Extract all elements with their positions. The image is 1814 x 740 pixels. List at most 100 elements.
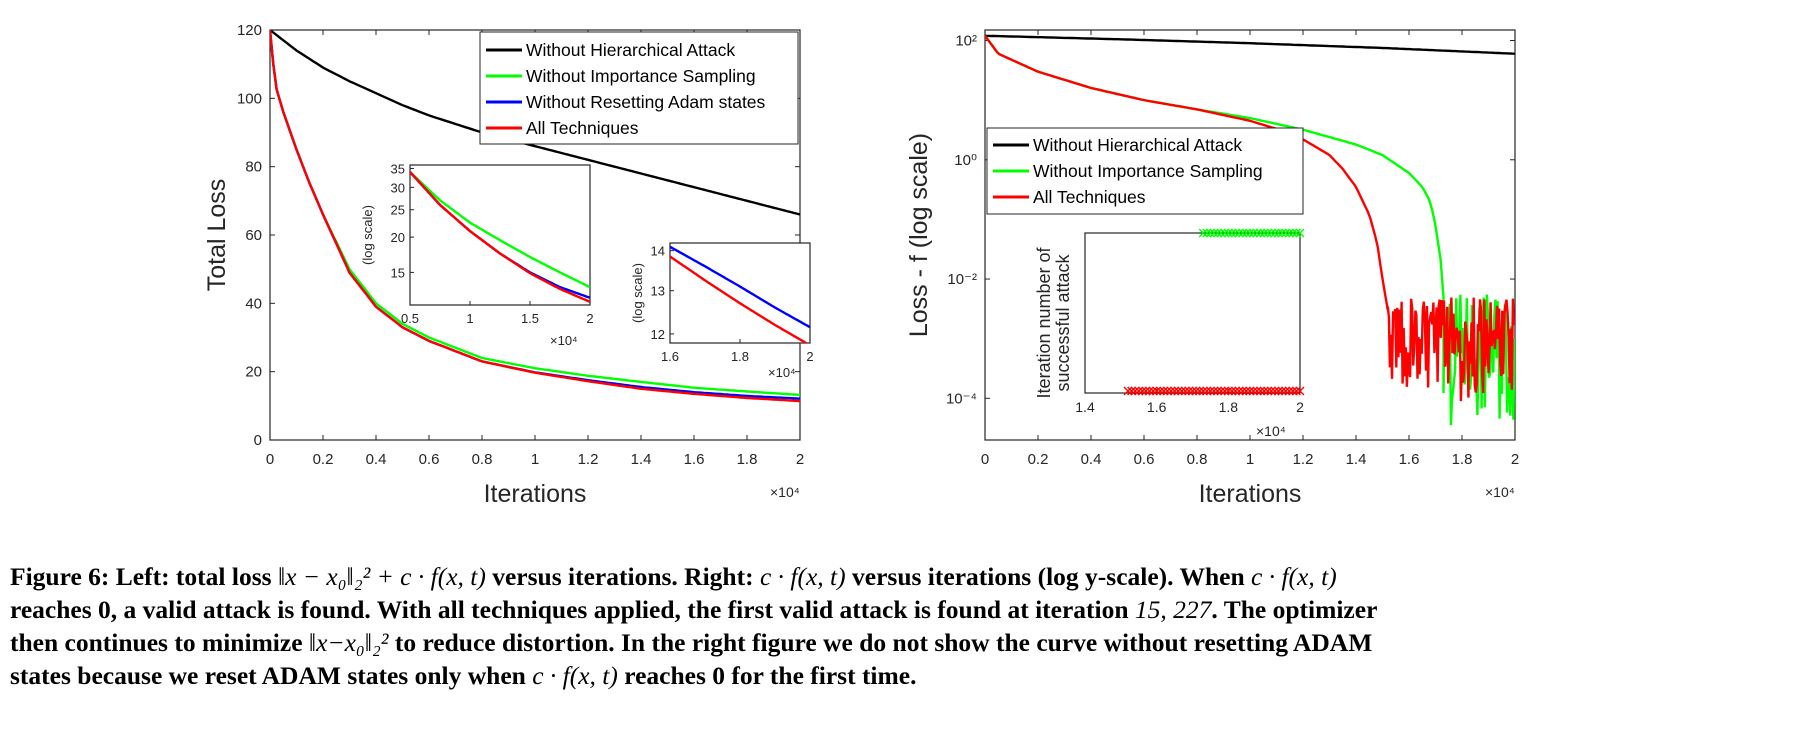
y-tick-label: 30 bbox=[391, 180, 405, 195]
series-line bbox=[670, 245, 810, 329]
x-tick-label: 1.8 bbox=[737, 451, 758, 468]
y-tick-label: 10⁻⁴ bbox=[946, 390, 977, 407]
scatter-marker bbox=[1263, 386, 1273, 396]
scatter-marker bbox=[1227, 228, 1237, 238]
scatter-marker bbox=[1191, 386, 1201, 396]
scatter-marker bbox=[1173, 386, 1183, 396]
left-inset-1-chart: 0.5 1 1.5 2 15 20 25 30 35 (log scale) ×10⁴ bbox=[360, 161, 594, 348]
scatter-marker bbox=[1248, 386, 1258, 396]
x-tick-label: 1.5 bbox=[521, 311, 539, 326]
series-line bbox=[985, 34, 1515, 55]
scatter-marker bbox=[1202, 228, 1212, 238]
x-multiplier: ×10⁴ bbox=[768, 365, 796, 380]
legend-label: Without Importance Sampling bbox=[1033, 161, 1263, 181]
scatter-marker bbox=[1241, 386, 1251, 396]
figure-canvas: 0 0.2 0.4 0.6 0.8 1 1.2 1.4 1.6 1.8 20204060801001… bbox=[203, 22, 1519, 508]
scatter-marker bbox=[1198, 386, 1208, 396]
scatter-marker bbox=[1284, 386, 1294, 396]
x-tick-label: 1.8 bbox=[731, 349, 749, 364]
x-tick-label: 0 bbox=[266, 451, 274, 468]
legend-label: All Techniques bbox=[526, 118, 639, 138]
scatter-marker bbox=[1241, 228, 1251, 238]
scatter-marker bbox=[1288, 228, 1298, 238]
x-tick-label: 0.6 bbox=[419, 451, 440, 468]
scatter-marker bbox=[1281, 228, 1291, 238]
scatter-marker bbox=[1281, 386, 1291, 396]
scatter-marker bbox=[1137, 386, 1147, 396]
x-tick-label: 1.6 bbox=[1399, 451, 1420, 468]
y-tick-label: 40 bbox=[245, 295, 262, 312]
x-tick-label: 1.8 bbox=[1452, 451, 1473, 468]
plot-box bbox=[1084, 232, 1301, 394]
y-tick-label: 10² bbox=[955, 33, 977, 50]
scatter-marker bbox=[1195, 386, 1205, 396]
scatter-marker bbox=[1198, 228, 1208, 238]
scatter-marker bbox=[1288, 386, 1298, 396]
scatter-marker bbox=[1180, 386, 1190, 396]
x-tick-label: 2 bbox=[806, 349, 813, 364]
y-tick-label: 60 bbox=[245, 227, 262, 244]
x-axis-label: Iterations bbox=[484, 480, 587, 508]
x-multiplier: ×10⁴ bbox=[770, 484, 800, 500]
x-tick-label: 0.2 bbox=[1028, 451, 1049, 468]
x-tick-label: 0.8 bbox=[472, 451, 493, 468]
y-tick-label: 12 bbox=[651, 327, 665, 342]
x-tick-label: 0.2 bbox=[313, 451, 334, 468]
y-tick-label: 100 bbox=[237, 90, 262, 107]
scatter-marker bbox=[1166, 386, 1176, 396]
x-tick-label: 0.4 bbox=[1081, 451, 1102, 468]
plot-box bbox=[409, 164, 591, 306]
series-line bbox=[270, 30, 800, 216]
x-tick-label: 0.8 bbox=[1187, 451, 1208, 468]
figure-caption: Figure 6: Left: total loss ‖x − x₀‖₂² + … bbox=[10, 560, 1804, 692]
legend-label: Without Importance Sampling bbox=[526, 66, 756, 86]
x-tick-label: 0.4 bbox=[366, 451, 387, 468]
caption-line: Figure 6: Left: total loss ‖x − x₀‖₂² + … bbox=[10, 562, 1337, 591]
scatter-marker bbox=[1259, 386, 1269, 396]
legend-box bbox=[479, 31, 799, 145]
scatter-marker bbox=[1127, 386, 1137, 396]
x-tick-label: 2 bbox=[1296, 399, 1304, 415]
y-axis-label: Total Loss bbox=[203, 179, 231, 292]
x-multiplier: ×10⁴ bbox=[1256, 423, 1286, 439]
x-tick-label: 2 bbox=[796, 451, 804, 468]
y-tick-label: 20 bbox=[391, 230, 405, 245]
x-tick-label: 2 bbox=[586, 311, 593, 326]
x-multiplier: ×10⁴ bbox=[550, 333, 578, 348]
scatter-marker bbox=[1248, 228, 1258, 238]
scatter-marker bbox=[1141, 386, 1151, 396]
scatter-marker bbox=[1148, 386, 1158, 396]
scatter-marker bbox=[1202, 386, 1212, 396]
scatter-marker bbox=[1259, 228, 1269, 238]
scatter-marker bbox=[1266, 228, 1276, 238]
x-tick-label: 1 bbox=[1246, 451, 1254, 468]
series-line bbox=[410, 171, 590, 289]
x-tick-label: 0.6 bbox=[1134, 451, 1155, 468]
series-line bbox=[270, 30, 800, 397]
y-tick-label: 0 bbox=[254, 432, 262, 449]
scatter-marker bbox=[1291, 228, 1301, 238]
x-tick-label: 1.4 bbox=[1075, 399, 1095, 415]
scatter-marker bbox=[1227, 386, 1237, 396]
y-tick-label: 14 bbox=[651, 244, 665, 259]
scatter-marker bbox=[1162, 386, 1172, 396]
y-axis-label: Loss - f (log scale) bbox=[905, 133, 933, 337]
left-main-chart: 0 0.2 0.4 0.6 0.8 1 1.2 1.4 1.6 1.8 20204060801001… bbox=[203, 22, 804, 508]
series-line bbox=[985, 35, 1515, 402]
scatter-marker bbox=[1159, 386, 1169, 396]
scatter-marker bbox=[1274, 386, 1283, 396]
scatter-marker bbox=[1130, 386, 1140, 396]
scatter-marker bbox=[1188, 386, 1197, 396]
scatter-marker bbox=[1213, 228, 1223, 238]
scatter-marker bbox=[1123, 386, 1133, 396]
scatter-marker bbox=[1245, 386, 1255, 396]
x-tick-label: 1.2 bbox=[1293, 451, 1314, 468]
scatter-marker bbox=[1220, 228, 1230, 238]
scatter-marker bbox=[1252, 228, 1262, 238]
scatter-marker bbox=[1238, 386, 1248, 396]
y-axis-label: successful attack bbox=[1053, 253, 1073, 391]
scatter-marker bbox=[1223, 228, 1233, 238]
y-tick-label: 35 bbox=[391, 161, 405, 176]
scatter-marker bbox=[1205, 386, 1215, 396]
scatter-marker bbox=[1234, 386, 1244, 396]
